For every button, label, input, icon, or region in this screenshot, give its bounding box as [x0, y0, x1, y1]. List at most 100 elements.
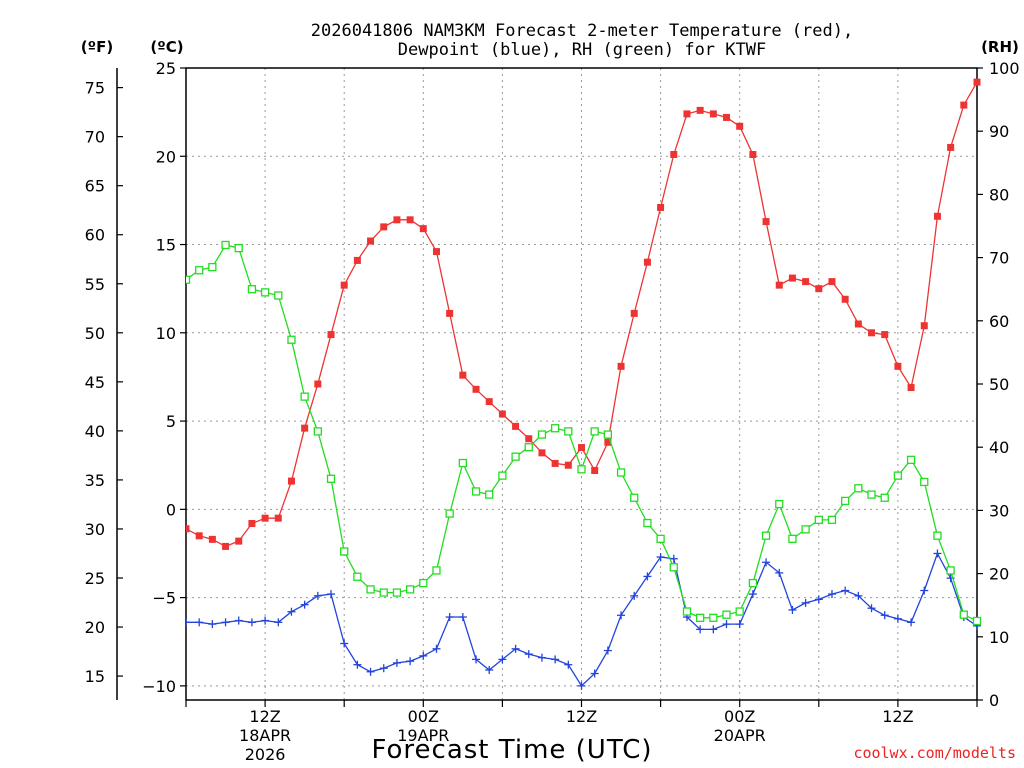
dewpoint-point — [814, 595, 823, 604]
rh-point — [603, 430, 613, 439]
dewpoint-point — [907, 618, 916, 627]
rh-point — [761, 531, 771, 540]
temperature-point — [973, 78, 981, 86]
dewpoint-point — [445, 613, 454, 622]
rh-point — [972, 616, 982, 626]
temperature-point — [762, 218, 770, 226]
series-dewpoint — [186, 549, 981, 690]
temperature-point — [696, 106, 704, 114]
dewpoint-point — [656, 553, 665, 562]
chart-title-line2: Dewpoint (blue), RH (green) for KTWF — [398, 40, 766, 60]
rh-point — [234, 243, 243, 253]
temperature-point — [512, 422, 520, 430]
celsius-tick-label: −10 — [142, 677, 176, 696]
temperature-point — [591, 467, 599, 475]
dewpoint-point — [313, 591, 322, 600]
rh-point — [880, 493, 889, 502]
x-tick-label: 12Z — [566, 707, 597, 726]
rh-point — [630, 493, 639, 502]
x-tick-label: 12Z — [249, 707, 280, 726]
rh-point — [419, 578, 428, 588]
fahrenheit-tick-label: 50 — [85, 324, 105, 343]
temperature-point — [802, 278, 810, 286]
rh-point — [195, 266, 204, 275]
x-tick-label: 12Z — [882, 707, 913, 726]
dewpoint-point — [340, 639, 349, 648]
rh-point — [537, 430, 547, 439]
dewpoint-point — [564, 660, 573, 669]
rh-tick-label: 90 — [989, 122, 1009, 141]
dewpoint-point — [327, 590, 336, 599]
fahrenheit-tick-label: 25 — [85, 569, 105, 588]
x-tick-label: 00Z — [408, 707, 439, 726]
temperature-point — [868, 329, 876, 337]
dewpoint-point — [234, 616, 243, 625]
temperature-point — [327, 331, 335, 339]
celsius-tick-label: 25 — [156, 59, 176, 78]
fahrenheit-tick-label: 15 — [85, 667, 105, 686]
tick-labels: 2520151050−5−107570656055504540353025201… — [85, 59, 1020, 764]
rh-tick-label: 20 — [989, 565, 1009, 584]
series-rh — [186, 240, 982, 626]
temperature-point — [485, 398, 493, 406]
rh-point — [906, 455, 916, 464]
fahrenheit-tick-label: 75 — [85, 79, 105, 98]
temperature-point — [736, 122, 744, 130]
rh-point — [221, 240, 230, 250]
dewpoint-point — [696, 625, 705, 634]
temperature-point — [933, 212, 941, 220]
rh-point — [775, 499, 784, 509]
rh-tick-label: 50 — [989, 375, 1009, 394]
rh-tick-label: 0 — [989, 691, 999, 710]
temperature-point — [657, 203, 665, 211]
dewpoint-point — [827, 590, 836, 599]
temperature-point — [670, 151, 678, 159]
temperature-point — [538, 449, 546, 457]
temperature-point — [907, 384, 915, 392]
dewpoint-point — [247, 618, 256, 627]
rh-tick-label: 80 — [989, 185, 1009, 204]
temperature-point — [472, 385, 480, 393]
rh-point — [564, 427, 573, 436]
dewpoint-point — [458, 613, 467, 622]
temperature-point — [709, 110, 717, 118]
temperature-point — [235, 537, 243, 545]
temperature-point — [617, 362, 625, 370]
temperature-point — [287, 477, 295, 485]
temperature-point — [274, 514, 282, 522]
temperature-point — [380, 223, 388, 231]
dewpoint-point — [551, 655, 560, 664]
temperature-point — [222, 542, 230, 550]
rh-point — [801, 525, 810, 534]
fahrenheit-tick-label: 20 — [85, 618, 105, 637]
temperature-point — [393, 216, 401, 224]
temperature-point — [775, 281, 783, 289]
temperature-point — [314, 380, 322, 388]
rh-point — [867, 490, 876, 499]
rh-point — [946, 566, 955, 575]
rh-line — [186, 244, 978, 622]
dewpoint-point — [419, 651, 428, 660]
dewpoint-point — [511, 644, 520, 653]
temperature-point — [947, 143, 955, 151]
dewpoint-point — [300, 600, 309, 609]
temperature-point — [525, 435, 533, 443]
rh-point — [432, 566, 441, 575]
rh-point — [933, 531, 942, 540]
dewpoint-point — [617, 611, 626, 620]
rh-point — [682, 607, 692, 616]
x-axis-label: Forecast Time (UTC) — [371, 735, 652, 765]
dewpoint-point — [893, 614, 902, 623]
rh-point — [186, 275, 191, 284]
dewpoint-point — [498, 655, 507, 664]
dewpoint-point — [590, 669, 599, 678]
dewpoint-point — [630, 591, 639, 600]
rh-point — [841, 496, 850, 506]
dewpoint-point — [366, 667, 375, 676]
celsius-tick-label: 20 — [156, 147, 176, 166]
rh-point — [524, 443, 533, 452]
rh-point — [247, 285, 257, 294]
dewpoint-point — [577, 681, 586, 690]
rh-point — [722, 610, 731, 619]
